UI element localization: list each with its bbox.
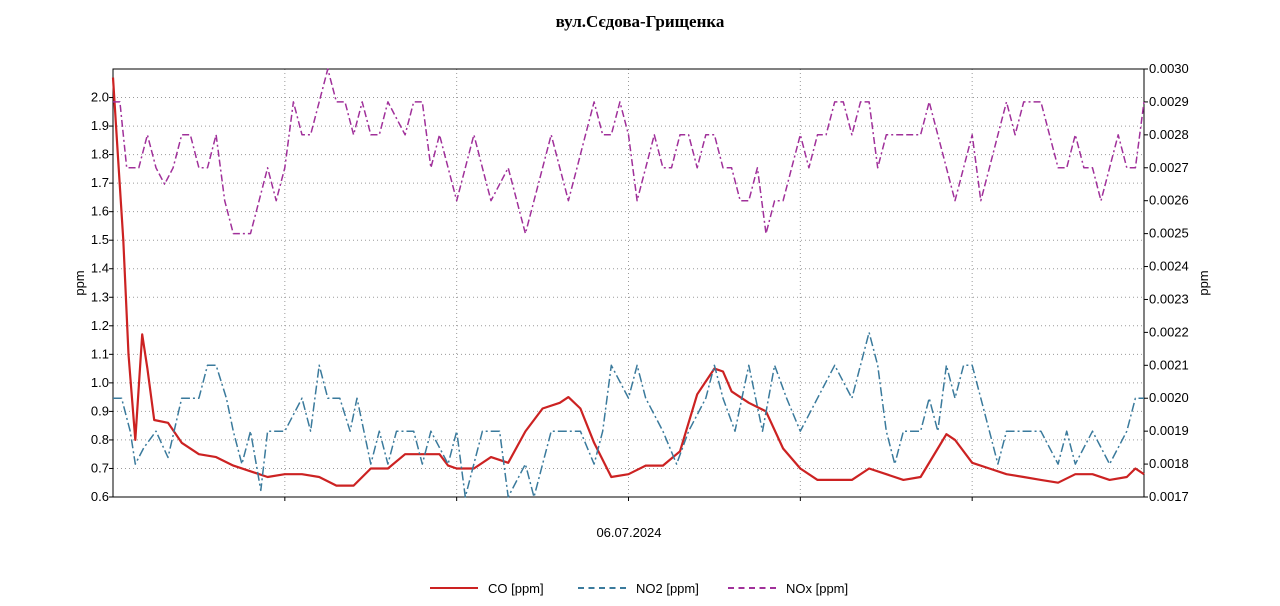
- left-y-tick-label: 2.0: [91, 90, 109, 105]
- axes: 0.6 0.7 0.8 0.9 1.0 1.1 1.2 1.3 1.4 1.5 1.6 1.7 1.8 1…: [91, 61, 1189, 504]
- right-y-tick-label: 0.0026: [1149, 193, 1189, 208]
- right-y-tick-label: 0.0020: [1149, 390, 1189, 405]
- series-line-no2: [113, 331, 1144, 498]
- right-y-tick-label: 0.0021: [1149, 357, 1189, 372]
- left-y-tick-label: 0.6: [91, 489, 109, 504]
- left-y-tick-label: 1.9: [91, 118, 109, 133]
- legend-swatch-no2: [578, 587, 626, 589]
- left-y-tick-label: 1.4: [91, 261, 109, 276]
- chart-title: вул.Сєдова-Грищенка: [555, 12, 725, 31]
- right-y-tick-label: 0.0027: [1149, 160, 1189, 175]
- right-y-tick-label: 0.0022: [1149, 324, 1189, 339]
- left-y-tick-label: 0.8: [91, 432, 109, 447]
- right-y-tick-label: 0.0018: [1149, 456, 1189, 471]
- left-y-tick-label: 0.7: [91, 460, 109, 475]
- series-layer: [111, 68, 1145, 498]
- right-y-tick-label: 0.0030: [1149, 61, 1189, 76]
- plot-frame: [112, 68, 1145, 498]
- legend-item-co: CO [ppm]: [430, 578, 544, 598]
- left-y-tick-label: 1.5: [91, 232, 109, 247]
- right-y-tick-label: 0.0028: [1149, 127, 1189, 142]
- legend-item-no2: NO2 [ppm]: [578, 578, 699, 598]
- right-y-axis-title: ppm: [1196, 270, 1211, 295]
- x-axis-title: 06.07.2024: [596, 525, 661, 540]
- legend-swatch-nox: [728, 587, 776, 589]
- series-line-co: [111, 77, 1145, 487]
- left-y-tick-label: 1.1: [91, 346, 109, 361]
- legend-label-no2: NO2 [ppm]: [636, 580, 699, 596]
- right-y-tick-label: 0.0017: [1149, 489, 1189, 504]
- left-y-tick-label: 1.2: [91, 318, 109, 333]
- left-y-tick-label: 1.0: [91, 375, 109, 390]
- right-y-tick-label: 0.0023: [1149, 291, 1189, 306]
- right-y-tick-label: 0.0029: [1149, 94, 1189, 109]
- legend-label-nox: NOx [ppm]: [786, 580, 849, 596]
- left-y-tick-label: 1.8: [91, 147, 109, 162]
- right-y-tick-label: 0.0024: [1149, 259, 1189, 274]
- left-y-tick-label: 0.9: [91, 403, 109, 418]
- right-y-tick-label: 0.0019: [1149, 423, 1189, 438]
- series-line-nox: [113, 68, 1145, 235]
- legend: CO [ppm] NO2 [ppm] NOx [ppm]: [0, 578, 1280, 598]
- left-y-tick-label: 1.7: [91, 175, 109, 190]
- left-y-tick-label: 1.3: [91, 289, 109, 304]
- left-y-axis-title: ppm: [72, 270, 87, 295]
- legend-label-co: CO [ppm]: [488, 580, 544, 596]
- right-y-tick-label: 0.0025: [1149, 226, 1189, 241]
- legend-swatch-co: [430, 587, 478, 589]
- legend-item-nox: NOx [ppm]: [728, 578, 848, 598]
- left-y-tick-label: 1.6: [91, 204, 109, 219]
- grid: [113, 68, 1144, 498]
